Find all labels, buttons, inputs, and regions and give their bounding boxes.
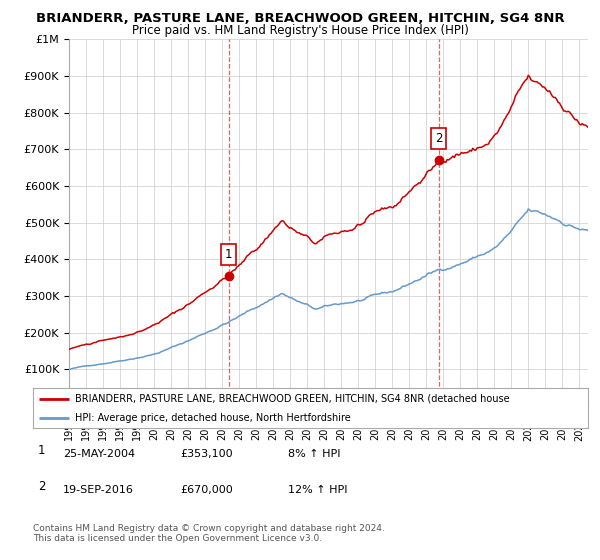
Text: BRIANDERR, PASTURE LANE, BREACHWOOD GREEN, HITCHIN, SG4 8NR: BRIANDERR, PASTURE LANE, BREACHWOOD GREE… [35, 12, 565, 25]
Text: £670,000: £670,000 [180, 485, 233, 495]
Text: 25-MAY-2004: 25-MAY-2004 [63, 449, 135, 459]
Text: 8% ↑ HPI: 8% ↑ HPI [288, 449, 341, 459]
Text: Price paid vs. HM Land Registry's House Price Index (HPI): Price paid vs. HM Land Registry's House … [131, 24, 469, 37]
Text: HPI: Average price, detached house, North Hertfordshire: HPI: Average price, detached house, Nort… [74, 413, 350, 422]
Text: 2: 2 [435, 132, 442, 144]
Text: 2: 2 [38, 480, 45, 493]
Text: 1: 1 [38, 444, 45, 457]
Text: Contains HM Land Registry data © Crown copyright and database right 2024.
This d: Contains HM Land Registry data © Crown c… [33, 524, 385, 543]
Text: £353,100: £353,100 [180, 449, 233, 459]
Text: BRIANDERR, PASTURE LANE, BREACHWOOD GREEN, HITCHIN, SG4 8NR (detached house: BRIANDERR, PASTURE LANE, BREACHWOOD GREE… [74, 394, 509, 404]
Text: 19-SEP-2016: 19-SEP-2016 [63, 485, 134, 495]
Text: 12% ↑ HPI: 12% ↑ HPI [288, 485, 347, 495]
Text: 1: 1 [225, 248, 232, 261]
